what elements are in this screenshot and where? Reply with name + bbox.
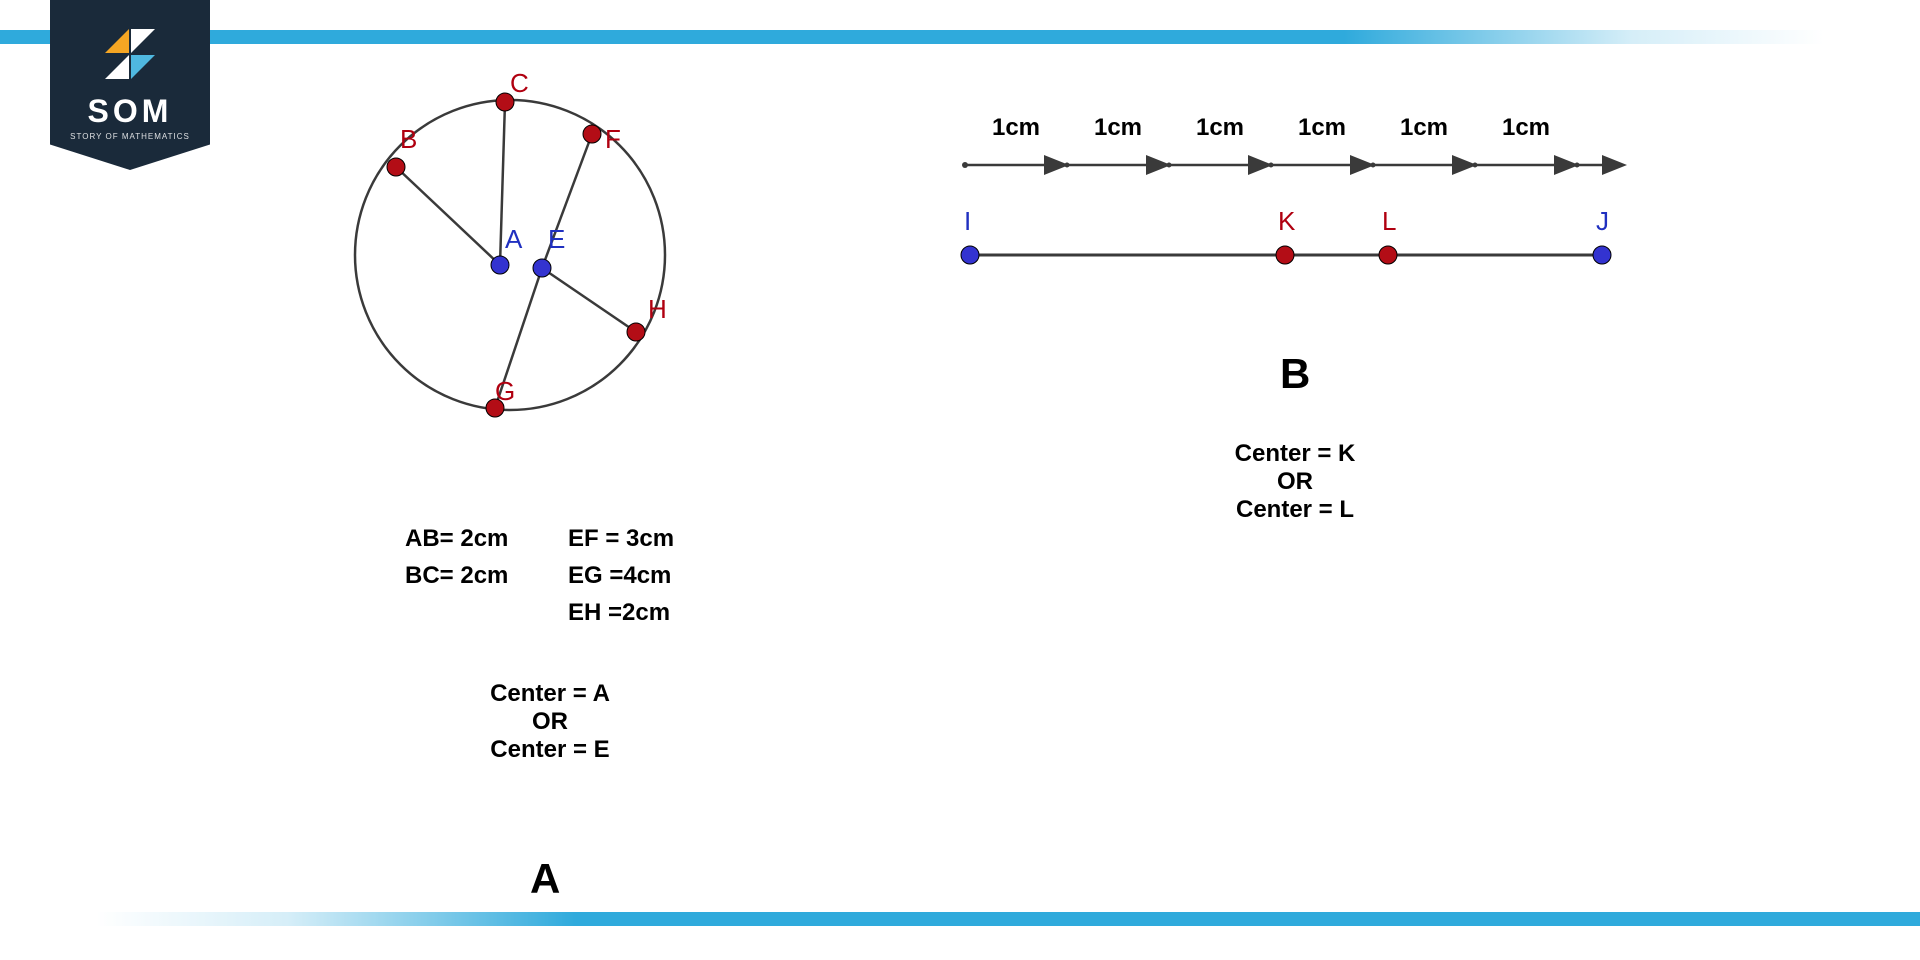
svg-text:1cm: 1cm (1502, 114, 1550, 141)
diagram-a-center-text: Center = A OR Center = E (450, 680, 650, 764)
top-accent-bar (0, 30, 1920, 44)
center-a-line2: OR (450, 708, 650, 736)
measure-eg: EG =4cm (568, 557, 674, 594)
diagram-a-label: A (530, 855, 560, 903)
svg-text:H: H (648, 294, 667, 324)
diagram-a-measurements-left: AB= 2cm BC= 2cm (405, 520, 508, 594)
diagram-b-label: B (1280, 350, 1310, 398)
line-diagram-svg: 1cm 1cm 1cm 1cm 1cm 1cm I K L J (960, 110, 1660, 310)
diagram-b-center-text: Center = K OR Center = L (1195, 440, 1395, 524)
svg-text:K: K (1278, 206, 1296, 236)
svg-text:1cm: 1cm (992, 114, 1040, 141)
logo-badge: SOM STORY OF MATHEMATICS (50, 0, 210, 170)
svg-text:L: L (1382, 206, 1396, 236)
center-a-line1: Center = A (450, 680, 650, 708)
svg-text:C: C (510, 70, 529, 98)
center-b-line3: Center = L (1195, 496, 1395, 524)
measure-ab: AB= 2cm (405, 520, 508, 557)
diagram-a-measurements-right: EF = 3cm EG =4cm EH =2cm (568, 520, 674, 632)
svg-text:1cm: 1cm (1094, 114, 1142, 141)
center-b-line2: OR (1195, 468, 1395, 496)
center-b-line1: Center = K (1195, 440, 1395, 468)
logo-icon (105, 29, 155, 79)
diagram-b: 1cm 1cm 1cm 1cm 1cm 1cm I K L J (960, 110, 1660, 310)
logo-text: SOM (88, 93, 173, 130)
bottom-accent-bar (0, 912, 1920, 926)
svg-text:F: F (605, 124, 621, 154)
svg-text:A: A (505, 224, 523, 254)
measure-ef: EF = 3cm (568, 520, 674, 557)
svg-text:J: J (1596, 206, 1609, 236)
svg-text:1cm: 1cm (1400, 114, 1448, 141)
svg-text:1cm: 1cm (1196, 114, 1244, 141)
measure-bc: BC= 2cm (405, 557, 508, 594)
svg-text:G: G (495, 376, 515, 406)
svg-text:E: E (548, 224, 565, 254)
circle-diagram-svg: AE B C F H G (290, 70, 730, 450)
svg-text:B: B (400, 124, 417, 154)
logo-subtext: STORY OF MATHEMATICS (70, 132, 190, 141)
svg-text:I: I (964, 206, 971, 236)
svg-text:1cm: 1cm (1298, 114, 1346, 141)
center-a-line3: Center = E (450, 736, 650, 764)
diagram-a: AE B C F H G (290, 70, 730, 450)
measure-eh: EH =2cm (568, 594, 674, 631)
